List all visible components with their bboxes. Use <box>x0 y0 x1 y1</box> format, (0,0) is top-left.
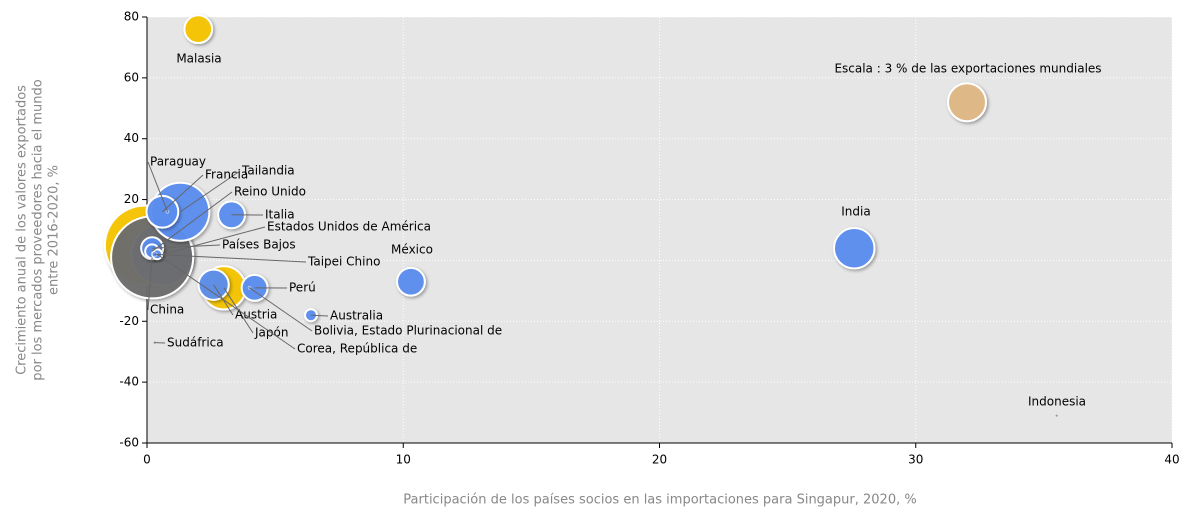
bubble-label: Australia <box>330 309 383 323</box>
bubble-label: Países Bajos <box>222 238 296 252</box>
y-axis-title: entre 2016-2020, % <box>47 165 62 295</box>
bubble-label: Paraguay <box>150 155 206 169</box>
y-axis-title: por los mercados proveedores hacia el mu… <box>31 79 46 380</box>
bubble-label: Indonesia <box>1028 395 1086 409</box>
scale-bubble <box>948 83 986 121</box>
scale-label: Escala : 3 % de las exportaciones mundia… <box>834 62 1101 76</box>
bubble-label: México <box>391 243 433 257</box>
bubble-label: Sudáfrica <box>167 336 224 350</box>
y-tick-label: 40 <box>124 131 139 145</box>
y-tick-label: 60 <box>124 70 139 84</box>
bubble-label: Francia <box>205 168 248 182</box>
y-tick-label: 80 <box>124 10 139 24</box>
y-tick-label: -20 <box>119 314 139 328</box>
bubble-label: Tailandia <box>241 164 295 178</box>
x-tick-label: 40 <box>1164 453 1179 467</box>
bubble-label: Taipei Chino <box>307 255 380 269</box>
bubble-label: Estados Unidos de América <box>267 220 431 234</box>
bubble-label: China <box>150 303 184 317</box>
bubble-label: Italia <box>265 208 295 222</box>
bubble-label: Austria <box>235 308 277 322</box>
bubble-label: Bolivia, Estado Plurinacional de <box>314 324 502 338</box>
x-tick-label: 10 <box>396 453 411 467</box>
y-tick-label: -60 <box>119 436 139 450</box>
x-axis-title: Participación de los países socios en la… <box>403 493 916 508</box>
x-tick-label: 0 <box>143 453 151 467</box>
y-tick-label: 20 <box>124 192 139 206</box>
bubble <box>397 268 425 296</box>
x-tick-label: 30 <box>908 453 923 467</box>
bubble-label: Perú <box>289 281 316 295</box>
y-axis-title: Crecimiento anual de los valores exporta… <box>15 85 30 375</box>
bubble <box>834 228 874 268</box>
y-tick-label: -40 <box>119 375 139 389</box>
bubble <box>1055 414 1058 417</box>
bubble-label: Reino Unido <box>234 185 306 199</box>
bubble-label: Corea, República de <box>297 342 417 356</box>
bubble-label: Malasia <box>176 52 221 66</box>
x-tick-label: 20 <box>652 453 667 467</box>
bubble-label: India <box>841 205 870 219</box>
bubble <box>184 15 212 43</box>
